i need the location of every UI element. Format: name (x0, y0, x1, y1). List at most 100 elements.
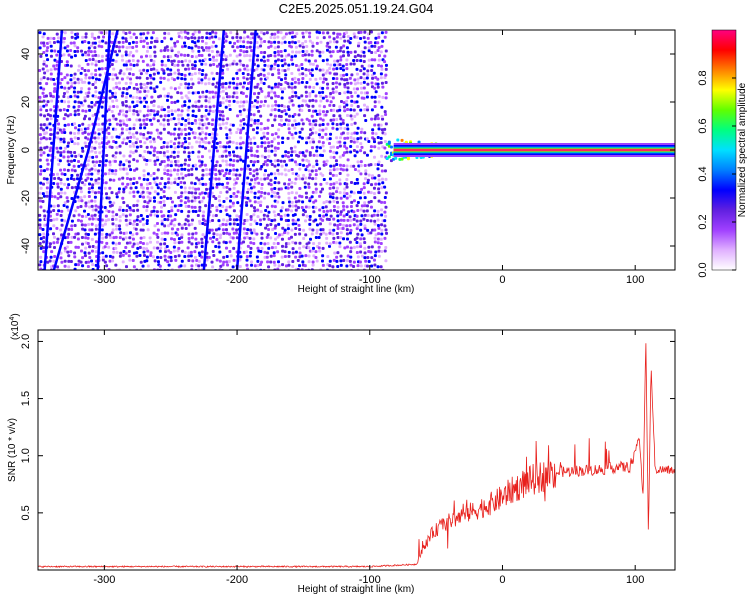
heatmap-cell (298, 251, 302, 255)
heatmap-cell (224, 159, 228, 163)
heatmap-cell (195, 259, 199, 263)
heatmap-cell (379, 123, 383, 127)
heatmap-cell (49, 227, 53, 231)
heatmap-cell (215, 58, 219, 62)
heatmap-cell (214, 245, 218, 249)
heatmap-cell (379, 64, 383, 68)
heatmap-cell (260, 246, 264, 250)
heatmap-cell (328, 137, 332, 141)
heatmap-cell (139, 132, 143, 136)
heatmap-cell (129, 35, 133, 39)
heatmap-cell (376, 209, 380, 213)
heatmap-cell (228, 249, 232, 253)
heatmap-cell (155, 112, 159, 116)
heatmap-cell (128, 222, 132, 226)
heatmap-cell (77, 81, 81, 85)
heatmap-cell (307, 185, 311, 189)
heatmap-cell (76, 32, 80, 36)
heatmap-cell (146, 178, 150, 182)
heatmap-cell (225, 260, 229, 264)
heatmap-cell (187, 155, 191, 159)
heatmap-cell (128, 231, 132, 235)
heatmap-cell (198, 59, 202, 63)
heatmap-cell (380, 186, 384, 190)
heatmap-cell (150, 122, 154, 126)
heatmap-cell (224, 126, 228, 130)
heatmap-cell (74, 232, 78, 236)
heatmap-cell (346, 210, 350, 214)
heatmap-cell (328, 242, 332, 246)
heatmap-cell (332, 228, 336, 232)
heatmap-cell (297, 81, 301, 85)
heatmap-cell (384, 228, 388, 232)
heatmap-cell (118, 87, 122, 91)
heatmap-cell (212, 77, 216, 81)
heatmap-cell (349, 37, 353, 41)
heatmap-cell (139, 32, 143, 36)
heatmap-cell (345, 182, 349, 186)
heatmap-cell (172, 117, 176, 121)
heatmap-cell (200, 127, 204, 131)
heatmap-cell (181, 141, 185, 145)
heatmap-cell (59, 178, 63, 182)
heatmap-cell (156, 246, 160, 250)
heatmap-cell (191, 232, 195, 236)
heatmap-cell (138, 194, 142, 198)
heatmap-cell (259, 37, 263, 41)
heatmap-cell (151, 31, 155, 35)
heatmap-cell (177, 35, 181, 39)
heatmap-cell (108, 254, 112, 258)
heatmap-cell (39, 172, 43, 176)
heatmap-cell (83, 50, 87, 54)
heatmap-cell (63, 146, 67, 150)
heatmap-cell (236, 190, 240, 194)
heatmap-cell (383, 35, 387, 39)
heatmap-cell (374, 162, 378, 166)
heatmap-cell (117, 187, 121, 191)
heatmap-cell (345, 245, 349, 249)
heatmap-cell (250, 231, 254, 235)
heatmap-cell (294, 204, 298, 208)
heatmap-cell (376, 213, 380, 217)
heatmap-cell (127, 59, 131, 63)
heatmap-cell (49, 77, 53, 81)
heatmap-cell (311, 137, 315, 141)
heatmap-cell (172, 132, 176, 136)
heatmap-cell (318, 208, 322, 212)
heatmap-cell (296, 174, 300, 178)
heatmap-cell (371, 73, 375, 77)
heatmap-cell (314, 235, 318, 239)
heatmap-cell (246, 228, 250, 232)
heatmap-cell (384, 112, 388, 116)
heatmap-cell (110, 191, 114, 195)
heatmap-cell (72, 90, 76, 94)
heatmap-cell (281, 68, 285, 72)
heatmap-cell (159, 210, 163, 214)
heatmap-cell (188, 99, 192, 103)
heatmap-cell (311, 44, 315, 48)
heatmap-cell (42, 44, 46, 48)
heatmap-cell (160, 39, 164, 43)
heatmap-cell (163, 94, 167, 98)
heatmap-cell (169, 132, 173, 136)
heatmap-cell (297, 199, 301, 203)
heatmap-cell (197, 53, 201, 57)
heatmap-cell (190, 191, 194, 195)
heatmap-cell (370, 256, 374, 260)
heatmap-cell (283, 254, 287, 258)
heatmap-cell (166, 218, 170, 222)
heatmap-cell (180, 77, 184, 81)
heatmap-cell (215, 233, 219, 237)
heatmap-cell (276, 30, 280, 34)
heatmap-cell (267, 149, 271, 153)
heatmap-cell (187, 259, 191, 263)
heatmap-cell (162, 195, 166, 199)
heatmap-cell (273, 85, 277, 89)
heatmap-cell (325, 69, 329, 73)
heatmap-cell (384, 73, 388, 77)
heatmap-cell (339, 263, 343, 267)
heatmap-cell (326, 86, 330, 90)
heatmap-cell (157, 105, 161, 109)
heatmap-cell (305, 214, 309, 218)
heatmap-cell (84, 246, 88, 250)
